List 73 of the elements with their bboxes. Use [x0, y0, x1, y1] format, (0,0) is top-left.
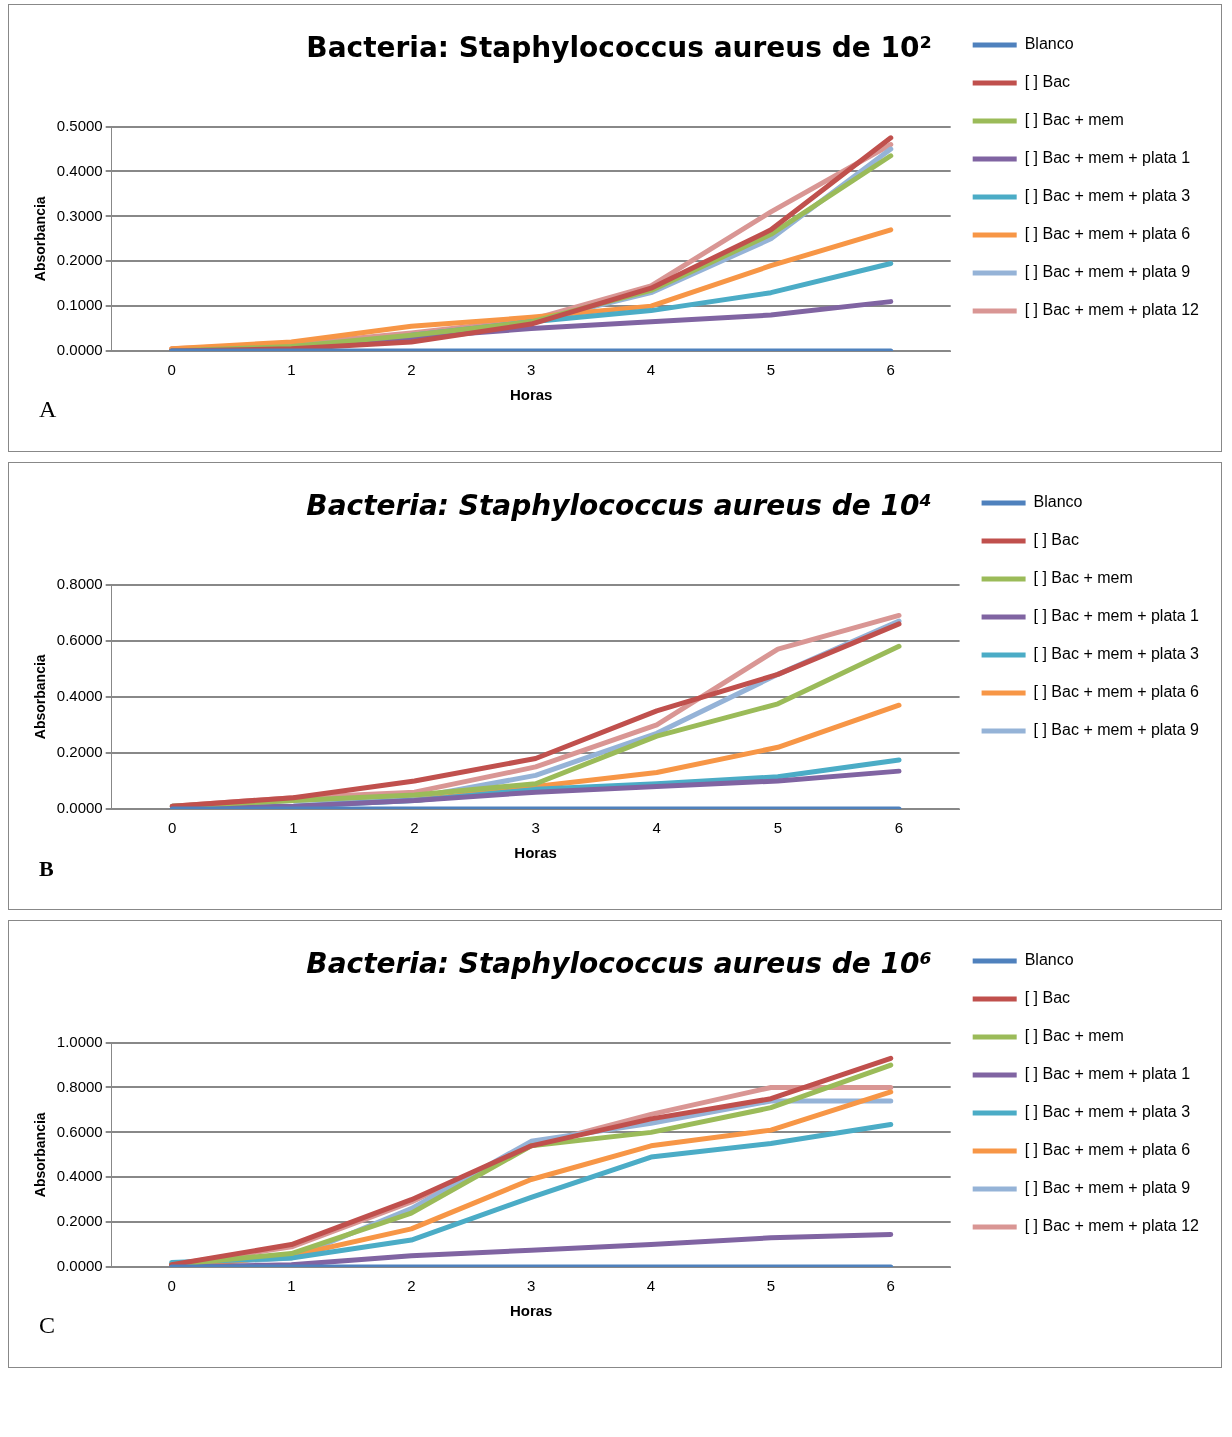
legend-label: [ ] Bac + mem + plata 3: [1033, 645, 1200, 663]
legend-label: Blanco: [1024, 35, 1074, 53]
legend-label: [ ] Bac: [1033, 531, 1079, 549]
legend-label: [ ] Bac + mem + plata 9: [1024, 263, 1191, 281]
legend-label: [ ] Bac + mem + plata 9: [1033, 721, 1200, 739]
chart-title: Bacteria: Staphylococcus aureus de 10⁴: [306, 489, 932, 523]
legend-label: [ ] Bac + mem + plata 6: [1024, 1141, 1191, 1159]
y-axis-title: Absorbancia: [32, 1112, 49, 1198]
y-tick-label: 0.1000: [56, 296, 103, 314]
x-tick-label: 5: [766, 361, 776, 379]
legend-label: [ ] Bac: [1024, 989, 1071, 1007]
text: C: [39, 1312, 56, 1339]
y-tick-label: 0.8000: [56, 1077, 103, 1095]
y-tick-label: 0.2000: [56, 1212, 103, 1230]
legend-label: [ ] Bac + mem + plata 3: [1024, 1103, 1191, 1121]
x-tick-label: 3: [527, 361, 536, 379]
legend-label: [ ] Bac + mem + plata 1: [1024, 1065, 1191, 1083]
y-tick-label: 0.2000: [56, 743, 103, 761]
x-tick-label: 4: [646, 1277, 656, 1295]
legend-label: [ ] Bac + mem + plata 6: [1024, 225, 1191, 243]
x-tick-label: 6: [886, 361, 895, 379]
legend-label: Blanco: [1024, 951, 1074, 969]
x-tick-label: 6: [894, 819, 904, 837]
x-axis-title: Horas: [509, 1302, 553, 1320]
x-tick-label: 5: [773, 819, 783, 837]
y-tick-label: 0.4000: [56, 161, 103, 179]
x-axis-title: Horas: [514, 844, 557, 862]
x-tick-label: 0: [168, 819, 177, 837]
legend-label: [ ] Bac + mem + plata 3: [1024, 187, 1191, 205]
x-tick-label: 2: [410, 819, 419, 837]
y-tick-label: 0.6000: [56, 630, 103, 648]
y-tick-label: 0.3000: [56, 206, 103, 224]
legend-label: [ ] Bac + mem + plata 9: [1024, 1179, 1191, 1197]
x-tick-label: 6: [886, 1277, 895, 1295]
y-tick-label: 0.5000: [56, 116, 103, 134]
legend-label: Blanco: [1033, 493, 1083, 511]
y-tick-label: 0.8000: [56, 574, 103, 592]
legend-label: [ ] Bac + mem: [1024, 111, 1124, 129]
x-tick-label: 1: [289, 819, 298, 837]
legend-label: [ ] Bac + mem: [1024, 1027, 1124, 1045]
x-tick-label: 4: [652, 819, 661, 837]
x-tick-label: 5: [766, 1277, 776, 1295]
x-axis-title: Horas: [509, 386, 553, 404]
x-tick-label: 0: [167, 1277, 176, 1295]
text: A: [39, 396, 57, 423]
y-tick-label: 0.0000: [56, 1257, 103, 1275]
chart-title: Bacteria: Staphylococcus aureus de 10⁶: [306, 947, 932, 981]
x-tick-label: 2: [407, 1277, 416, 1295]
y-tick-label: 0.4000: [56, 1167, 103, 1185]
y-tick-label: 0.2000: [56, 251, 103, 269]
x-tick-label: 3: [531, 819, 540, 837]
y-axis-title: Absorbancia: [32, 654, 49, 740]
x-tick-label: 1: [287, 361, 296, 379]
legend-label: [ ] Bac: [1024, 73, 1071, 91]
legend-label: [ ] Bac + mem: [1033, 569, 1133, 587]
y-axis-title: Absorbancia: [32, 196, 49, 282]
x-tick-label: 0: [167, 361, 176, 379]
legend-label: [ ] Bac + mem + plata 1: [1024, 149, 1191, 167]
y-tick-label: 0.6000: [56, 1122, 103, 1140]
x-tick-label: 1: [287, 1277, 296, 1295]
y-tick-label: 1.0000: [56, 1032, 103, 1050]
chart-title: Bacteria: Staphylococcus aureus de 10²: [306, 31, 932, 65]
y-tick-label: 0.0000: [56, 799, 103, 817]
text: B: [39, 855, 54, 881]
legend-label: [ ] Bac + mem + plata 1: [1033, 607, 1200, 625]
y-tick-label: 0.0000: [56, 341, 103, 359]
legend-label: [ ] Bac + mem + plata 6: [1033, 683, 1200, 701]
x-tick-label: 3: [527, 1277, 536, 1295]
x-tick-label: 4: [646, 361, 656, 379]
legend-label: [ ] Bac + mem + plata 12: [1024, 301, 1200, 319]
legend-label: [ ] Bac + mem + plata 12: [1024, 1217, 1200, 1235]
x-tick-label: 2: [407, 361, 416, 379]
y-tick-label: 0.4000: [56, 686, 103, 704]
